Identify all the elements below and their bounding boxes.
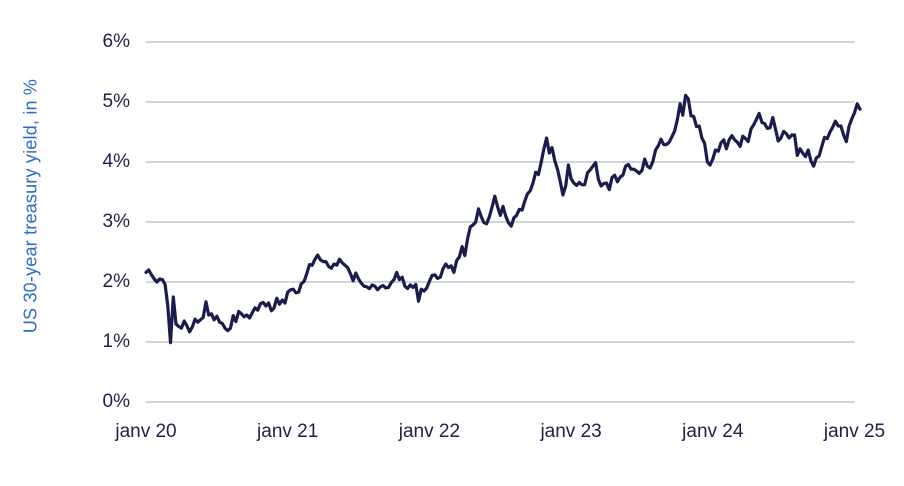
yield-line [144, 93, 862, 345]
x-tick-label: janv 23 [540, 421, 602, 442]
x-tick-label: janv 22 [398, 421, 461, 442]
x-tick-label: janv 21 [257, 421, 319, 442]
x-tick-label: janv 25 [823, 421, 886, 442]
y-tick-label: 4% [102, 151, 130, 172]
x-tick-label: janv 24 [682, 421, 744, 442]
y-tick-label: 6% [102, 31, 130, 52]
y-tick-label: 0% [102, 391, 130, 412]
y-tick-label: 3% [102, 211, 130, 232]
y-tick-label: 5% [102, 91, 130, 112]
y-tick-label: 2% [102, 271, 130, 292]
x-tick-label: janv 20 [115, 421, 177, 442]
y-tick-label: 1% [102, 331, 130, 352]
